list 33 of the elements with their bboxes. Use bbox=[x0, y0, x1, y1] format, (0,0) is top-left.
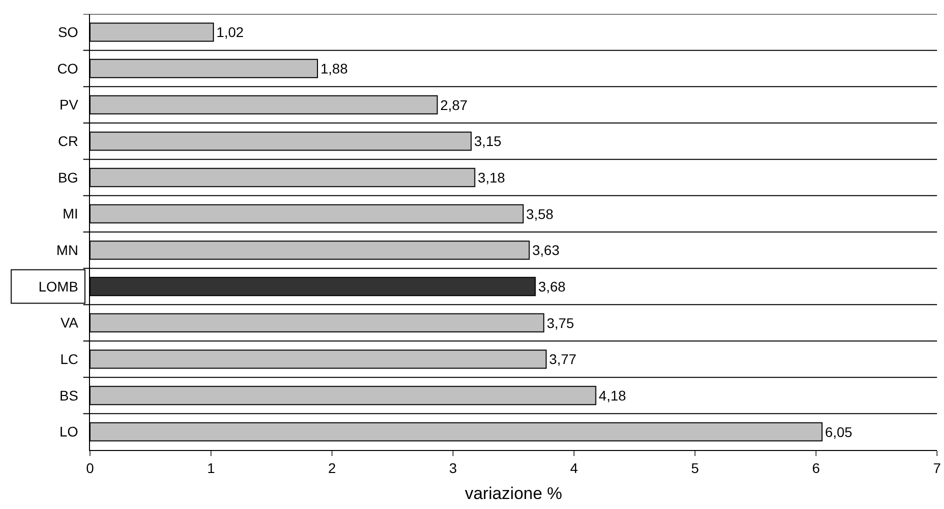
data-label: 3,15 bbox=[474, 133, 502, 150]
x-tick-label: 7 bbox=[933, 460, 942, 476]
x-tick-label: 6 bbox=[812, 460, 820, 476]
data-label: 3,58 bbox=[526, 206, 554, 222]
data-label: 3,63 bbox=[532, 242, 560, 258]
y-tick-label: CO bbox=[57, 60, 78, 76]
y-tick-label: LOMB bbox=[38, 278, 78, 294]
y-tick-label: MN bbox=[56, 242, 78, 258]
data-label: 3,18 bbox=[478, 170, 506, 186]
data-label: 3,75 bbox=[546, 314, 574, 331]
data-label: 2,87 bbox=[440, 96, 468, 113]
data-label: 1,02 bbox=[216, 24, 244, 40]
data-label: 4,18 bbox=[598, 388, 626, 404]
data-label: 3,68 bbox=[538, 278, 566, 294]
x-tick-label: 0 bbox=[86, 460, 94, 476]
data-label: 1,88 bbox=[320, 60, 348, 76]
x-tick-label: 3 bbox=[449, 460, 458, 476]
y-tick-label: PV bbox=[60, 96, 79, 113]
y-tick-label: VA bbox=[60, 314, 79, 331]
data-label: 6,05 bbox=[825, 424, 853, 440]
y-tick-label: CR bbox=[58, 133, 78, 150]
data-label: 3,77 bbox=[549, 351, 577, 368]
y-tick-label: MI bbox=[62, 206, 78, 222]
x-tick-label: 5 bbox=[691, 460, 700, 476]
x-axis-title: variazione % bbox=[464, 484, 562, 504]
y-tick-label: SO bbox=[58, 24, 78, 40]
x-tick-label: 1 bbox=[207, 460, 216, 476]
y-tick-label: LC bbox=[60, 351, 78, 368]
y-tick-label: BS bbox=[60, 387, 78, 404]
x-tick-label: 4 bbox=[570, 460, 578, 476]
y-tick-label: BG bbox=[58, 169, 78, 186]
y-tick-label: LO bbox=[60, 424, 78, 440]
x-tick-label: 2 bbox=[328, 460, 336, 476]
